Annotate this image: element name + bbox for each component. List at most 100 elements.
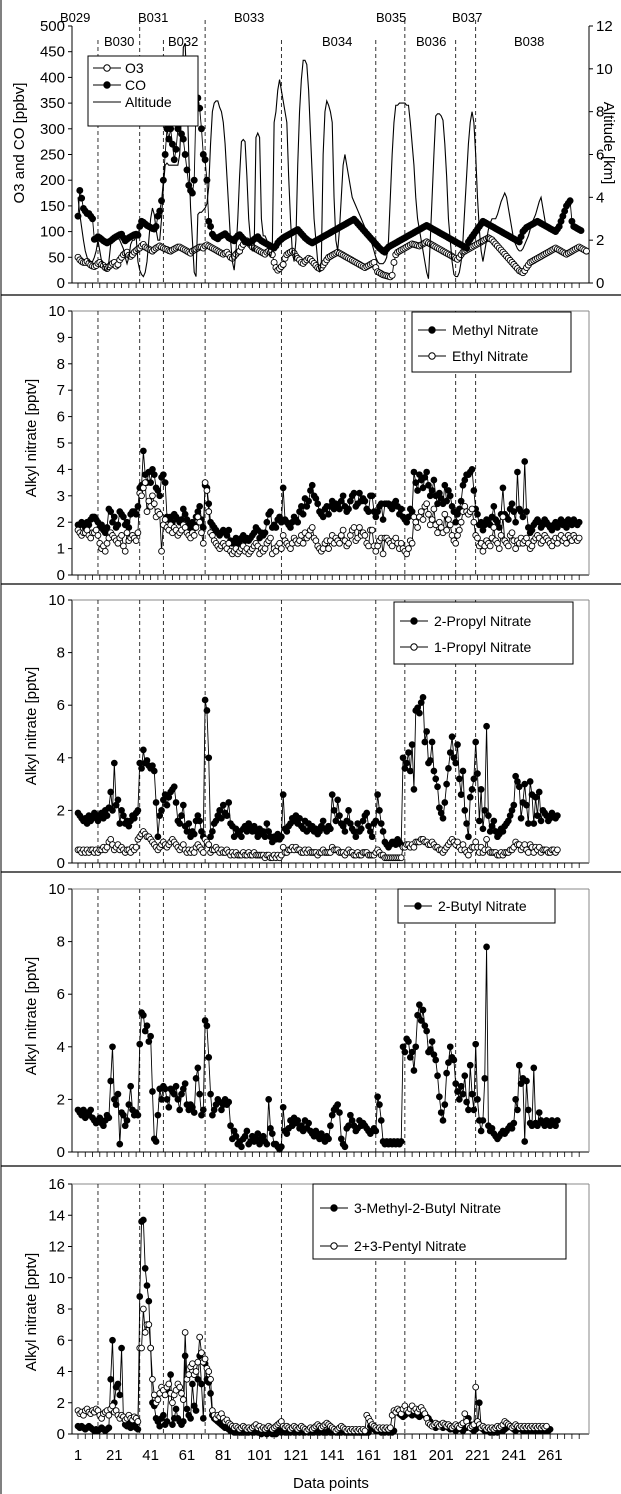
y2-tick-label: 0 xyxy=(596,275,604,292)
data-point-ethyl-nitrate xyxy=(141,479,149,486)
x-tick-label: 121 xyxy=(283,1447,308,1464)
data-point-ethyl-nitrate xyxy=(190,532,198,539)
legend-marker-ethyl xyxy=(428,352,436,360)
data-point-2-3-pentyl-nitrate xyxy=(207,1375,214,1383)
data-point-2-propyl-nitrate xyxy=(183,828,191,835)
y-tick-label: 10 xyxy=(48,303,65,320)
y-tick-label: 450 xyxy=(40,44,65,61)
data-point-2-propyl-nitrate xyxy=(103,812,111,820)
x-tick-label: 41 xyxy=(142,1447,159,1464)
data-point-2-butyl-nitrate xyxy=(472,1040,480,1048)
x-tick-label: 181 xyxy=(392,1447,417,1464)
data-point-2-propyl-nitrate xyxy=(452,759,460,767)
legend-label-2-butyl: 2-Butyl Nitrate xyxy=(438,898,527,914)
legend-marker-2-propyl xyxy=(410,617,418,625)
data-point-ethyl-nitrate xyxy=(470,518,478,526)
data-point-2-propyl-nitrate xyxy=(406,767,414,775)
data-point-2-3-pentyl-nitrate xyxy=(461,1410,469,1418)
data-point-methyl-nitrate xyxy=(405,513,412,521)
legend-label-1-propyl: 1-Propyl Nitrate xyxy=(434,639,531,655)
data-point-methyl-nitrate xyxy=(505,516,512,523)
data-point-2-butyl-nitrate xyxy=(203,1022,211,1030)
data-point-2-butyl-nitrate xyxy=(147,1032,154,1040)
data-point-2-butyl-nitrate xyxy=(268,1130,276,1137)
data-point-3-methyl-2-butyl-nitrate xyxy=(192,1407,200,1414)
data-point-2-butyl-nitrate xyxy=(196,1090,204,1098)
data-point-2-butyl-nitrate xyxy=(446,1043,454,1051)
data-point-2-3-pentyl-nitrate xyxy=(181,1329,189,1336)
legend-marker-2-butyl xyxy=(414,902,422,910)
data-point-3-methyl-2-butyl-nitrate xyxy=(172,1405,180,1413)
data-point-o3 xyxy=(279,261,287,268)
legend: Methyl Nitrate Ethyl Nitrate xyxy=(411,311,572,373)
data-point-ethyl-nitrate xyxy=(201,479,209,486)
data-point-2-3-pentyl-nitrate xyxy=(165,1380,173,1388)
data-point-2-butyl-nitrate xyxy=(512,1096,519,1103)
data-point-3-methyl-2-butyl-nitrate xyxy=(116,1391,124,1399)
legend-marker-pentyl xyxy=(330,1242,338,1250)
data-point-3-methyl-2-butyl-nitrate xyxy=(179,1418,187,1425)
data-point-2-propyl-nitrate xyxy=(238,833,245,841)
flight-label-b033: B033 xyxy=(234,10,264,25)
data-point-2-propyl-nitrate xyxy=(170,783,178,791)
panel-o3-co-altitude: 0 50 100 150 200 250 300 350 400 450 500 0 2 4 6 8 10 12 B… xyxy=(11,10,617,292)
data-point-methyl-nitrate xyxy=(225,526,233,534)
series-1-propyl-nitrate xyxy=(74,828,561,862)
data-point-ethyl-nitrate xyxy=(118,532,125,539)
y-tick-label: 200 xyxy=(40,172,65,189)
data-point-ethyl-nitrate xyxy=(203,487,211,494)
data-point-2-butyl-nitrate xyxy=(466,1061,474,1069)
data-point-2-propyl-nitrate xyxy=(459,767,467,775)
data-point-2-butyl-nitrate xyxy=(114,1090,122,1098)
data-point-methyl-nitrate xyxy=(272,524,280,531)
data-point-2-butyl-nitrate xyxy=(112,1101,120,1109)
data-point-ethyl-nitrate xyxy=(299,539,307,547)
legend-label-3-methyl-2-butyl: 3-Methyl-2-Butyl Nitrate xyxy=(354,1200,501,1216)
data-point-2-propyl-nitrate xyxy=(517,814,525,822)
data-point-2-butyl-nitrate xyxy=(265,1096,273,1103)
data-point-3-methyl-2-butyl-nitrate xyxy=(134,1425,142,1433)
data-point-2-butyl-nitrate xyxy=(149,1088,156,1095)
data-point-methyl-nitrate xyxy=(443,497,450,505)
y-tick-label: 350 xyxy=(40,95,65,112)
data-point-ethyl-nitrate xyxy=(134,529,142,537)
data-point-o3 xyxy=(388,271,396,279)
data-point-2-propyl-nitrate xyxy=(152,799,160,806)
data-point-ethyl-nitrate xyxy=(158,547,165,555)
data-point-methyl-nitrate xyxy=(397,505,405,513)
data-point-methyl-nitrate xyxy=(319,513,327,521)
y-tick-label: 2 xyxy=(57,514,65,531)
data-point-2-propyl-nitrate xyxy=(334,796,342,804)
data-point-ethyl-nitrate xyxy=(468,505,476,513)
data-point-2-butyl-nitrate xyxy=(445,1059,452,1066)
data-point-ethyl-nitrate xyxy=(356,524,363,531)
legend-label-co: CO xyxy=(125,77,146,93)
data-point-2-butyl-nitrate xyxy=(439,1117,447,1124)
data-point-2-propyl-nitrate xyxy=(399,754,407,762)
y2-tick-label: 12 xyxy=(596,18,613,35)
data-point-ethyl-nitrate xyxy=(345,539,352,547)
y-tick-label: 0 xyxy=(57,855,65,872)
y-tick-label: 5 xyxy=(57,435,65,452)
data-point-ethyl-nitrate xyxy=(101,547,109,555)
flight-label-b035: B035 xyxy=(376,10,406,25)
y-axis-label: Alkyl nitrate [pptv] xyxy=(23,1253,40,1371)
data-point-2-propyl-nitrate xyxy=(341,828,349,835)
data-point-methyl-nitrate xyxy=(523,508,530,515)
data-point-2-propyl-nitrate xyxy=(443,780,450,788)
data-point-ethyl-nitrate xyxy=(368,526,376,534)
data-point-2-propyl-nitrate xyxy=(526,778,534,785)
y-tick-label: 12 xyxy=(48,1239,65,1256)
data-point-3-methyl-2-butyl-nitrate xyxy=(109,1336,116,1344)
data-point-2-propyl-nitrate xyxy=(140,746,147,754)
flight-label-b029: B029 xyxy=(60,10,90,25)
data-point-co xyxy=(165,135,173,143)
legend-marker-co xyxy=(103,81,111,89)
flight-label-b030: B030 xyxy=(104,34,134,49)
data-point-3-methyl-2-butyl-nitrate xyxy=(145,1297,153,1305)
data-point-ethyl-nitrate xyxy=(505,542,512,550)
data-point-2-butyl-nitrate xyxy=(521,1138,529,1145)
data-point-co xyxy=(188,189,196,197)
data-point-2-butyl-nitrate xyxy=(454,1088,461,1095)
y-tick-label: 300 xyxy=(40,121,65,138)
